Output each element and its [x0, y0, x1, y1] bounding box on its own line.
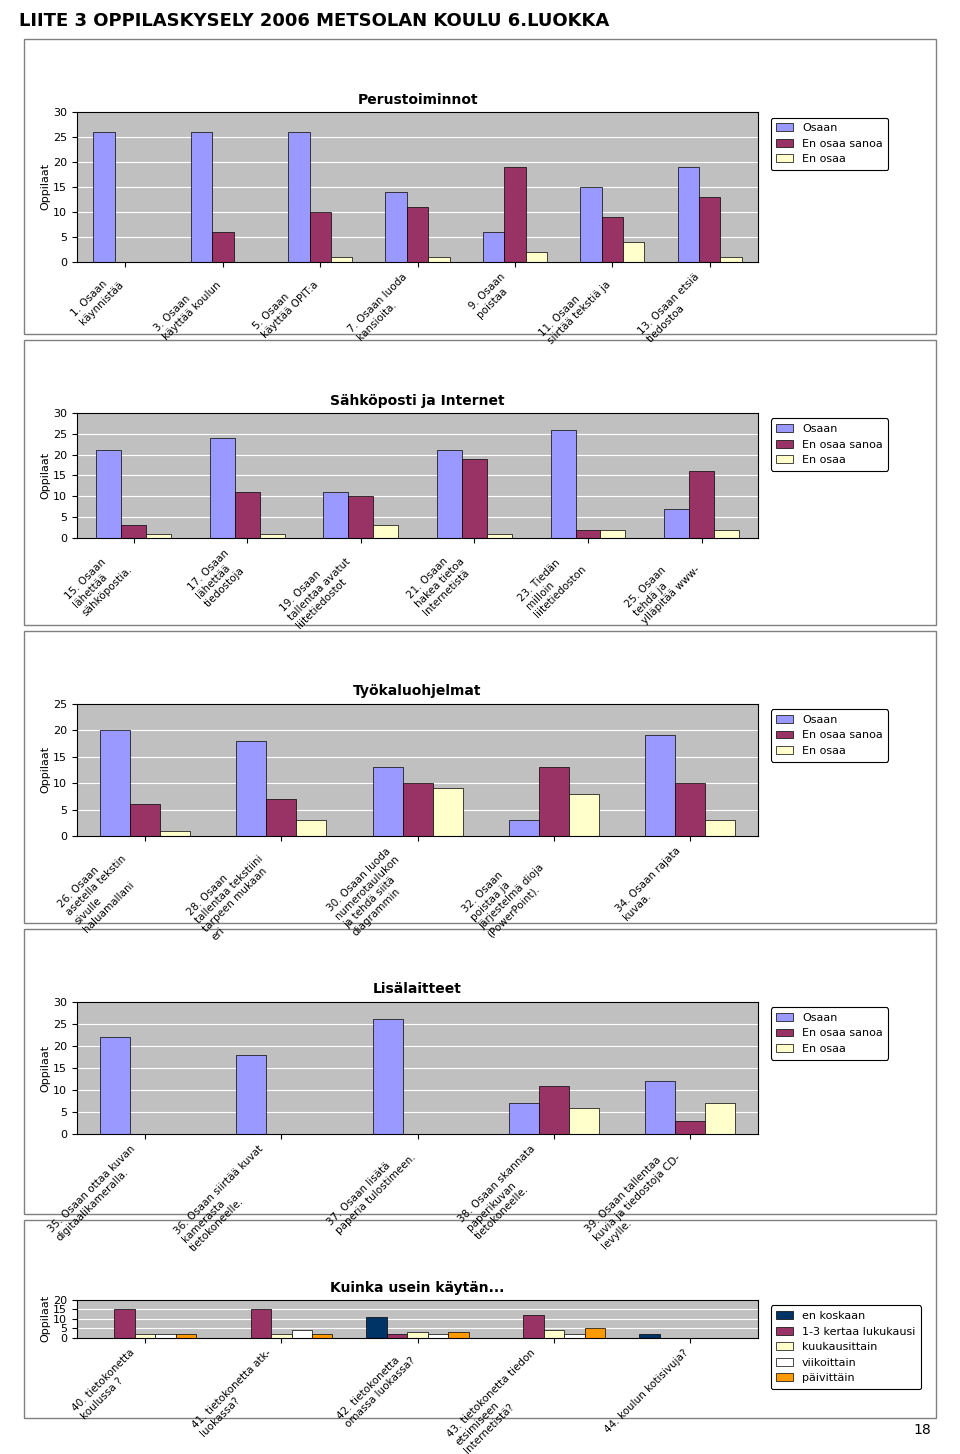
Bar: [387, 1333, 407, 1338]
Bar: [260, 534, 285, 538]
Title: Lisälaitteet: Lisälaitteet: [373, 983, 462, 996]
Bar: [428, 257, 449, 262]
Bar: [564, 1333, 585, 1338]
Bar: [156, 1333, 176, 1338]
Bar: [292, 1330, 312, 1338]
Bar: [569, 794, 599, 836]
Y-axis label: Oppilaat: Oppilaat: [40, 746, 50, 794]
Title: Kuinka usein käytän...: Kuinka usein käytän...: [330, 1281, 505, 1294]
Bar: [706, 820, 735, 836]
Bar: [348, 496, 373, 538]
Text: 18: 18: [914, 1422, 931, 1437]
Bar: [100, 1037, 130, 1134]
Bar: [312, 1333, 332, 1338]
Bar: [407, 206, 428, 262]
Y-axis label: Oppilaat: Oppilaat: [40, 1044, 50, 1092]
Text: LIITE 3 OPPILASKYSELY 2006 METSOLAN KOULU 6.LUOKKA: LIITE 3 OPPILASKYSELY 2006 METSOLAN KOUL…: [19, 12, 610, 29]
Bar: [645, 736, 675, 836]
Bar: [160, 830, 190, 836]
Bar: [504, 167, 526, 262]
Bar: [402, 784, 433, 836]
Bar: [448, 1332, 468, 1338]
Bar: [134, 1333, 156, 1338]
Bar: [714, 529, 739, 538]
Bar: [373, 525, 398, 538]
Bar: [372, 768, 402, 836]
Title: Työkaluohjelmat: Työkaluohjelmat: [353, 685, 482, 698]
Bar: [176, 1333, 196, 1338]
Bar: [130, 804, 160, 836]
Bar: [433, 788, 463, 836]
Legend: Osaan, En osaa sanoa, En osaa: Osaan, En osaa sanoa, En osaa: [771, 710, 888, 762]
Title: Sähköposti ja Internet: Sähköposti ja Internet: [330, 394, 505, 407]
Bar: [146, 534, 171, 538]
Bar: [191, 132, 212, 262]
Bar: [699, 196, 720, 262]
Bar: [324, 491, 348, 538]
Bar: [664, 509, 689, 538]
Bar: [367, 1317, 387, 1338]
Bar: [297, 820, 326, 836]
Bar: [266, 800, 297, 836]
Bar: [639, 1333, 660, 1338]
Bar: [539, 1086, 569, 1134]
Bar: [602, 217, 623, 262]
Bar: [309, 212, 331, 262]
Bar: [678, 167, 699, 262]
Bar: [288, 132, 309, 262]
Bar: [509, 1104, 539, 1134]
Bar: [623, 241, 644, 262]
Bar: [509, 820, 539, 836]
Bar: [96, 451, 121, 538]
Bar: [407, 1332, 428, 1338]
Bar: [121, 525, 146, 538]
Bar: [675, 784, 706, 836]
Bar: [428, 1333, 448, 1338]
Bar: [487, 534, 512, 538]
Bar: [212, 231, 233, 262]
Y-axis label: Oppilaat: Oppilaat: [40, 163, 50, 211]
Bar: [437, 451, 462, 538]
Bar: [251, 1309, 271, 1338]
Bar: [523, 1314, 543, 1338]
Legend: Osaan, En osaa sanoa, En osaa: Osaan, En osaa sanoa, En osaa: [771, 419, 888, 471]
Bar: [236, 1054, 266, 1134]
Title: Perustoiminnot: Perustoiminnot: [357, 93, 478, 106]
Bar: [100, 730, 130, 836]
Bar: [234, 491, 260, 538]
Bar: [114, 1309, 134, 1338]
Bar: [236, 740, 266, 836]
Bar: [689, 471, 714, 538]
Bar: [601, 529, 626, 538]
Legend: Osaan, En osaa sanoa, En osaa: Osaan, En osaa sanoa, En osaa: [771, 1008, 888, 1060]
Bar: [720, 257, 742, 262]
Bar: [372, 1019, 402, 1134]
Bar: [462, 459, 487, 538]
Bar: [585, 1329, 605, 1338]
Bar: [483, 231, 504, 262]
Bar: [93, 132, 115, 262]
Bar: [550, 429, 575, 538]
Bar: [569, 1108, 599, 1134]
Bar: [575, 529, 601, 538]
Legend: Osaan, En osaa sanoa, En osaa: Osaan, En osaa sanoa, En osaa: [771, 118, 888, 170]
Y-axis label: Oppilaat: Oppilaat: [40, 1296, 50, 1342]
Bar: [543, 1330, 564, 1338]
Y-axis label: Oppilaat: Oppilaat: [40, 452, 50, 499]
Bar: [331, 257, 352, 262]
Bar: [386, 192, 407, 262]
Bar: [645, 1082, 675, 1134]
Bar: [209, 438, 234, 538]
Bar: [526, 252, 547, 262]
Bar: [706, 1104, 735, 1134]
Bar: [580, 186, 602, 262]
Legend: en koskaan, 1-3 kertaa lukukausi, kuukausittain, viikoittain, päivittäin: en koskaan, 1-3 kertaa lukukausi, kuukau…: [771, 1306, 921, 1389]
Bar: [675, 1121, 706, 1134]
Bar: [271, 1333, 292, 1338]
Bar: [539, 768, 569, 836]
